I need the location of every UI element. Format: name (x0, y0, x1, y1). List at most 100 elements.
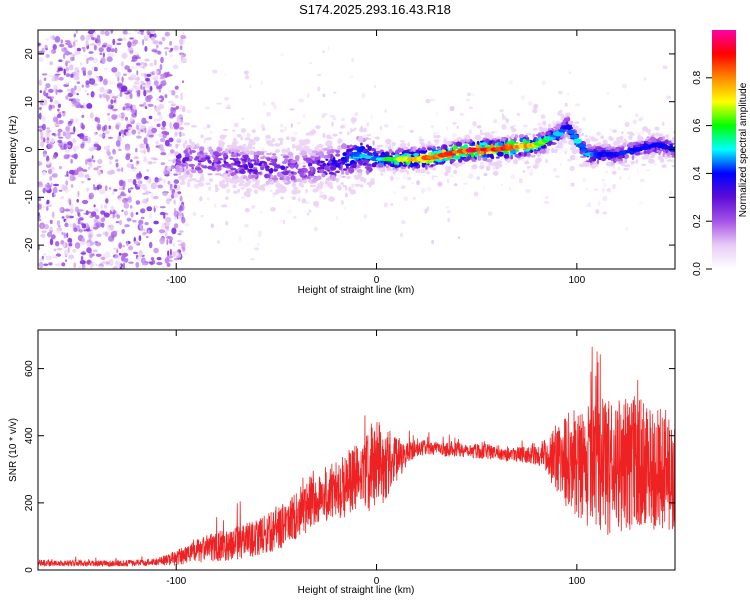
spectrogram-blob-662 (66, 232, 69, 238)
spectrogram-blob-3208 (294, 155, 300, 161)
spectrogram-blob-1517 (582, 116, 586, 122)
spectrogram-blob-626 (70, 158, 73, 164)
spectrogram-blob-903 (140, 208, 146, 214)
spectrogram-blob-1233 (383, 202, 389, 208)
spectrogram-blob-3303 (457, 137, 463, 141)
spectrogram-blob-299 (48, 74, 54, 78)
spectrogram-blob-1490 (280, 53, 284, 57)
spectrogram-blob-2764 (223, 160, 227, 164)
spectrogram-blob-3418 (322, 148, 330, 151)
spectrogram-blob-690 (164, 47, 170, 50)
spectrogram-blob-3516 (564, 124, 572, 130)
spectrogram-blob-504 (61, 216, 65, 219)
spectrogram-blob-829 (166, 255, 174, 259)
spectrogram-blob-448 (51, 133, 56, 136)
spectrogram-blob-3296 (526, 136, 530, 142)
colorbar-tick-label-0: 0.0 (692, 262, 703, 276)
spectrogram-blob-1284 (251, 205, 256, 209)
spectrogram-blob-3257 (290, 159, 297, 164)
spectrogram-blob-943 (64, 208, 70, 212)
spectrogram-blob-410 (60, 240, 65, 245)
spectrogram-blob-614 (139, 149, 147, 154)
spectrogram-blob-1127 (337, 174, 343, 179)
spectrogram-blob-1300 (499, 109, 504, 113)
spectrogram-blob-2982 (271, 138, 275, 143)
spectrogram-blob-440 (170, 103, 176, 107)
spectrogram-blob-871 (47, 142, 54, 149)
spectrogram-blob-2847 (274, 143, 281, 147)
spectrogram-blob-3010 (240, 136, 244, 141)
spectrogram-blob-3244 (375, 164, 379, 168)
spectrogram-blob-1532 (293, 216, 297, 219)
spectrogram-blob-810 (121, 85, 128, 92)
spectrogram-blob-3157 (230, 153, 238, 158)
spectrogram-blob-3112 (311, 178, 318, 183)
spectrogram-blob-1461 (329, 115, 336, 118)
spectrogram-blob-1486 (510, 174, 516, 180)
spectrogram-blob-2803 (425, 164, 428, 170)
spectrogram-blob-86 (131, 65, 135, 70)
spectrogram-blob-2851 (502, 150, 509, 154)
spectrogram-blob-2896 (404, 149, 410, 154)
snr-frame (37, 329, 676, 571)
spectrogram-blob-948 (174, 85, 179, 90)
spectrogram-blob-2972 (532, 164, 539, 169)
spectrogram-blob-1428 (283, 219, 286, 225)
spectrogram-blob-334 (65, 67, 70, 72)
spectrogram-blob-2863 (495, 156, 500, 159)
spectrogram-blob-2028 (244, 137, 251, 141)
spectrogram-blob-931 (38, 182, 44, 188)
spectrogram-blob-3125 (412, 167, 415, 171)
spectrogram-blob-1712 (301, 198, 306, 204)
spectrogram-blob-502 (50, 138, 55, 144)
spectrogram-blob-1663 (570, 146, 577, 151)
spectrogram-blob-1247 (280, 123, 284, 128)
spectrogram-blob-898 (144, 45, 148, 52)
spectrogram-blob-49 (149, 62, 154, 67)
spectrogram-blob-634 (82, 46, 86, 53)
spectrogram-blob-548 (171, 90, 176, 96)
spectrogram-blob-472 (144, 73, 147, 80)
spectrogram-blob-1854 (175, 143, 179, 149)
spectrogram-blob-2912 (236, 133, 242, 138)
spectrogram-blob-2117 (459, 162, 466, 165)
spectrogram-blob-1096 (82, 137, 89, 142)
spectrogram-blob-1176 (209, 130, 214, 134)
spectrogram-blob-1796 (230, 143, 238, 149)
spectrogram-blob-2244 (623, 167, 630, 171)
spectrogram-blob-1756 (655, 132, 660, 137)
spectrogram-blob-269 (161, 36, 166, 42)
spectrogram-blob-507 (152, 76, 156, 80)
spectrogram-blob-3432 (295, 163, 299, 169)
spectrogram-blob-1061 (40, 140, 44, 148)
spectrogram-blob-917 (157, 50, 162, 55)
spectrogram-blob-1525 (617, 166, 620, 171)
spectrogram-blob-3369 (400, 142, 407, 148)
spectrogram-blob-3237 (561, 140, 568, 143)
spectrogram-blob-3382 (495, 136, 503, 139)
spectrogram-blob-3263 (545, 158, 548, 163)
spectrogram-blob-3042 (219, 181, 225, 185)
spectrogram-blob-1980 (340, 181, 344, 186)
spectrogram-blob-3332 (244, 147, 248, 151)
spectrogram-blob-541 (162, 169, 169, 175)
spectrogram-blob-2566 (308, 148, 313, 152)
spectrogram-blob-29 (148, 213, 153, 219)
spectrogram-blob-800 (64, 149, 71, 153)
spectrogram-blob-1323 (297, 162, 303, 166)
spectrogram-blob-1090 (173, 173, 178, 176)
spectrogram-blob-789 (155, 97, 162, 101)
spectrogram-blob-1109 (575, 103, 580, 107)
spectrogram-blob-1910 (557, 111, 563, 116)
spectrogram-blob-1111 (223, 97, 230, 101)
spectrogram-blob-876 (93, 226, 99, 230)
spectrogram-blob-3102 (615, 148, 619, 153)
spectrogram-blob-3150 (524, 151, 527, 156)
spectrogram-blob-812 (107, 117, 111, 122)
spectrogram-blob-77 (177, 233, 182, 236)
spectrogram-blob-2923 (484, 132, 489, 138)
spectrogram-blob-1648 (406, 170, 410, 175)
spectrogram-blob-320 (121, 229, 125, 234)
spectrogram-ytick-label-0: -20 (24, 237, 35, 252)
spectrogram-blob-1413 (606, 187, 612, 193)
